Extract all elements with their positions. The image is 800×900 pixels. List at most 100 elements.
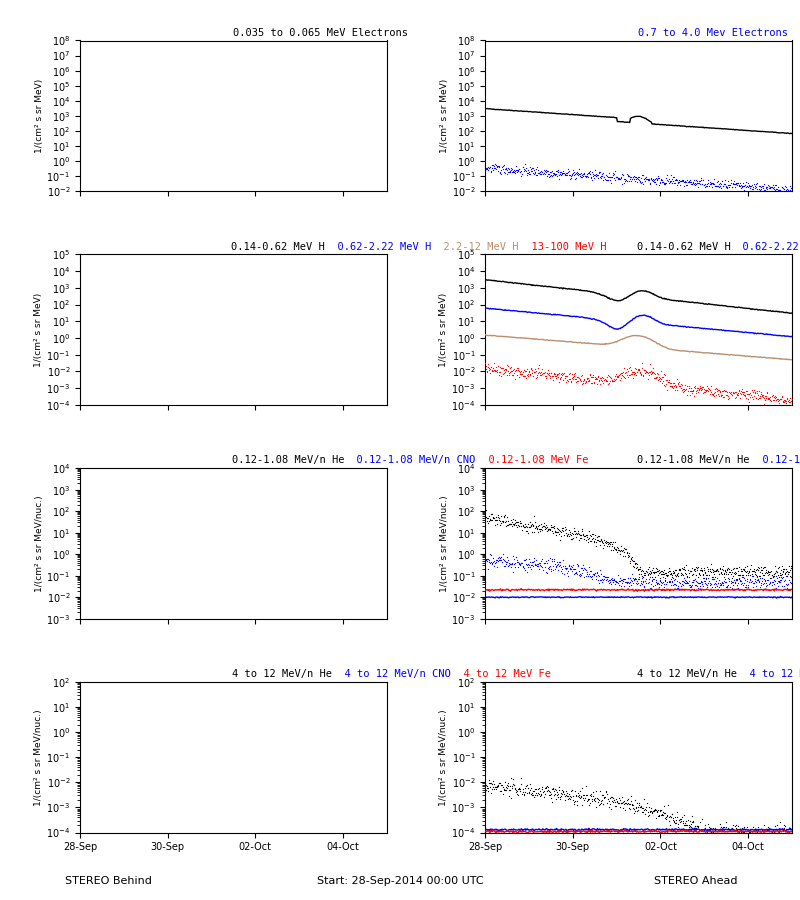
Point (593, 373, 606, 387)
Point (684, 564, 697, 579)
Point (633, 798, 646, 813)
Point (606, 791, 619, 806)
Point (681, 823, 694, 837)
Point (480, 359, 493, 374)
Point (726, 562, 739, 577)
Point (710, 571, 723, 585)
Point (584, 368, 597, 382)
Point (542, 560, 555, 574)
Y-axis label: 1/(cm² s sr MeV): 1/(cm² s sr MeV) (34, 78, 44, 153)
Point (695, 383, 708, 398)
Point (695, 824, 708, 838)
Point (542, 561, 554, 575)
Point (749, 573, 762, 588)
Point (728, 565, 741, 580)
Point (767, 828, 780, 842)
Point (551, 787, 564, 801)
Point (658, 567, 670, 581)
Point (486, 554, 499, 569)
Point (763, 565, 776, 580)
Point (522, 367, 534, 382)
Point (568, 366, 581, 381)
Point (617, 572, 630, 586)
Point (605, 572, 618, 587)
Point (659, 576, 672, 590)
Point (680, 178, 693, 193)
Point (518, 157, 531, 171)
Point (745, 558, 758, 572)
Point (598, 170, 611, 184)
Point (729, 566, 742, 580)
Point (586, 526, 598, 541)
Point (570, 374, 582, 389)
Point (527, 508, 540, 523)
Point (646, 365, 658, 380)
Text: 4 to 12 MeV/n He: 4 to 12 MeV/n He (232, 670, 332, 680)
Point (784, 563, 797, 578)
Point (567, 562, 580, 577)
Point (558, 559, 571, 573)
Point (679, 558, 692, 572)
Point (678, 382, 691, 396)
Point (719, 384, 732, 399)
Point (617, 369, 630, 383)
Point (614, 547, 626, 562)
Point (700, 179, 713, 194)
Point (544, 522, 557, 536)
Point (558, 166, 570, 180)
Point (510, 555, 523, 570)
Point (638, 792, 651, 806)
Point (626, 172, 638, 186)
Point (681, 575, 694, 590)
Point (657, 374, 670, 388)
Point (701, 178, 714, 193)
Point (578, 788, 590, 803)
Point (695, 561, 708, 575)
Point (606, 374, 619, 388)
Point (479, 778, 492, 792)
Point (610, 573, 622, 588)
Point (650, 371, 662, 385)
Point (480, 161, 493, 176)
Point (520, 371, 533, 385)
Point (556, 166, 569, 181)
Point (489, 513, 502, 527)
Point (554, 558, 566, 572)
Point (724, 386, 737, 400)
Point (722, 178, 734, 193)
Point (652, 169, 665, 184)
Point (531, 788, 544, 803)
Point (667, 375, 680, 390)
Point (615, 368, 628, 382)
Point (680, 576, 693, 590)
Point (778, 566, 791, 580)
Point (597, 572, 610, 587)
Point (718, 570, 730, 584)
Point (507, 778, 520, 792)
Point (778, 574, 790, 589)
Point (590, 533, 603, 547)
Point (674, 562, 686, 576)
Point (743, 179, 756, 194)
Point (530, 521, 543, 535)
Point (506, 165, 518, 179)
Point (731, 581, 744, 596)
Point (732, 819, 745, 833)
Point (771, 829, 784, 843)
Point (523, 554, 536, 569)
Point (625, 169, 638, 184)
Point (766, 178, 779, 193)
Point (634, 799, 647, 814)
Point (538, 522, 551, 536)
Point (780, 183, 793, 197)
Point (712, 382, 725, 397)
Point (535, 165, 548, 179)
Point (643, 176, 656, 191)
Point (535, 561, 548, 575)
Point (722, 385, 735, 400)
Point (495, 509, 508, 524)
Point (653, 577, 666, 591)
Point (740, 580, 753, 594)
Point (574, 166, 586, 181)
Point (690, 573, 702, 588)
